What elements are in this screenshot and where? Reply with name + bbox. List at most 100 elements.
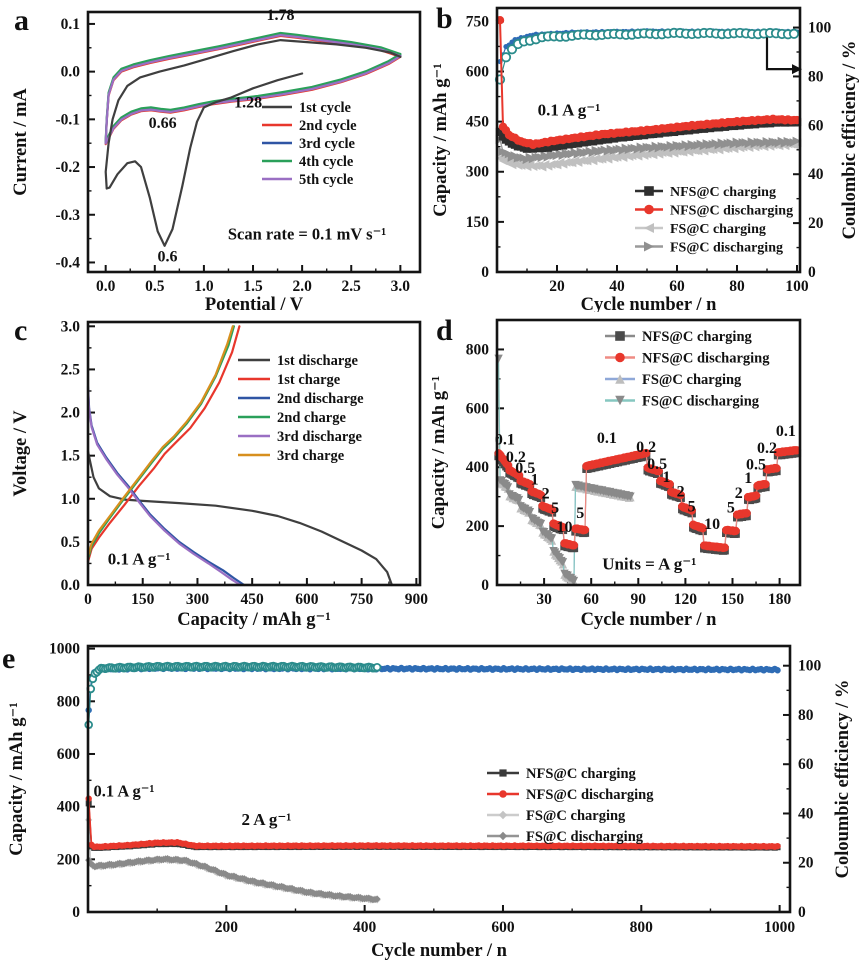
svg-text:120: 120 xyxy=(674,591,698,608)
charge-discharge-profile-chart: 0 150 300 450 600 750 900 0.0 0.5 1.0 1.5 2.0 2.5 3.0… xyxy=(11,318,429,630)
svg-text:600: 600 xyxy=(466,400,490,417)
svg-text:800: 800 xyxy=(466,341,490,358)
svg-text:750: 750 xyxy=(466,13,490,30)
svg-text:150: 150 xyxy=(131,591,155,608)
svg-text:FS@C charging: FS@C charging xyxy=(670,222,766,237)
svg-text:NFS@C charging: NFS@C charging xyxy=(642,329,753,345)
svg-text:400: 400 xyxy=(57,799,81,816)
svg-text:FS@C discharging: FS@C discharging xyxy=(670,241,783,256)
svg-text:3.0: 3.0 xyxy=(391,278,411,295)
svg-text:1.0: 1.0 xyxy=(61,491,81,508)
svg-text:2: 2 xyxy=(677,484,685,501)
panel-label-d: d xyxy=(436,314,453,347)
svg-text:5: 5 xyxy=(551,500,559,517)
svg-text:Coloumbic efficiency / %: Coloumbic efficiency / % xyxy=(833,680,853,879)
svg-text:-0.1: -0.1 xyxy=(55,111,80,128)
svg-text:3rd cycle: 3rd cycle xyxy=(299,136,356,152)
svg-text:40: 40 xyxy=(808,166,824,183)
svg-text:150: 150 xyxy=(466,214,490,231)
svg-text:1st charge: 1st charge xyxy=(277,372,341,388)
svg-text:300: 300 xyxy=(466,164,490,181)
svg-text:20: 20 xyxy=(798,855,814,872)
svg-text:1.28: 1.28 xyxy=(234,94,262,111)
svg-text:-0.3: -0.3 xyxy=(55,207,80,224)
svg-text:FS@C charging: FS@C charging xyxy=(526,808,626,824)
svg-text:60: 60 xyxy=(669,278,685,295)
svg-text:1000: 1000 xyxy=(49,641,80,658)
svg-text:Capacity / mAh g⁻¹: Capacity / mAh g⁻¹ xyxy=(7,702,27,856)
svg-text:2.5: 2.5 xyxy=(342,278,362,295)
svg-text:100: 100 xyxy=(798,658,822,675)
cv-curves-chart: 0.0 0.5 1.0 1.5 2.0 2.5 3.0 0.1 0.0 -0.1 -0.2 -0.3 -… xyxy=(11,7,422,312)
svg-text:NFS@C charging: NFS@C charging xyxy=(526,766,637,782)
svg-text:0.2: 0.2 xyxy=(757,440,777,457)
svg-text:0.5: 0.5 xyxy=(647,456,667,473)
svg-text:0.1: 0.1 xyxy=(597,430,617,447)
svg-text:Cycle number / n: Cycle number / n xyxy=(581,295,718,312)
svg-text:Cycle number / n: Cycle number / n xyxy=(581,610,718,630)
svg-text:450: 450 xyxy=(241,591,265,608)
svg-text:300: 300 xyxy=(186,591,210,608)
svg-text:80: 80 xyxy=(729,278,745,295)
svg-text:Cycle number / n: Cycle number / n xyxy=(371,941,508,961)
svg-text:FS@C charging: FS@C charging xyxy=(642,372,742,388)
svg-text:0.6: 0.6 xyxy=(158,249,178,266)
svg-text:0: 0 xyxy=(72,904,80,921)
svg-text:800: 800 xyxy=(57,693,81,710)
svg-text:-0.4: -0.4 xyxy=(55,254,80,271)
svg-text:2nd cycle: 2nd cycle xyxy=(299,118,357,134)
svg-text:600: 600 xyxy=(491,919,515,936)
svg-text:900: 900 xyxy=(405,591,429,608)
svg-text:NFS@C discharging: NFS@C discharging xyxy=(670,204,793,219)
svg-text:600: 600 xyxy=(57,746,81,763)
svg-text:1.5: 1.5 xyxy=(243,278,263,295)
svg-text:2.5: 2.5 xyxy=(61,361,81,378)
svg-text:5: 5 xyxy=(727,500,735,517)
panel-label-b: b xyxy=(436,2,453,35)
svg-text:3.0: 3.0 xyxy=(61,318,81,335)
svg-text:0.1 A g⁻¹: 0.1 A g⁻¹ xyxy=(538,101,601,120)
svg-text:600: 600 xyxy=(295,591,319,608)
svg-text:0.66: 0.66 xyxy=(149,115,177,132)
svg-text:1000: 1000 xyxy=(764,919,795,936)
svg-text:2nd discharge: 2nd discharge xyxy=(277,391,364,407)
svg-text:0.2: 0.2 xyxy=(506,449,526,466)
svg-text:60: 60 xyxy=(808,117,824,134)
svg-text:1: 1 xyxy=(744,470,752,487)
svg-text:Voltage / V: Voltage / V xyxy=(11,410,31,497)
svg-text:200: 200 xyxy=(57,851,81,868)
panel-label-c: c xyxy=(14,314,28,347)
svg-text:Units = A g⁻¹: Units = A g⁻¹ xyxy=(602,555,696,574)
svg-text:20: 20 xyxy=(549,278,565,295)
svg-text:0.0: 0.0 xyxy=(61,64,81,81)
svg-text:2: 2 xyxy=(735,485,743,502)
svg-text:1st cycle: 1st cycle xyxy=(299,100,351,116)
svg-text:1st discharge: 1st discharge xyxy=(277,353,359,369)
svg-text:2.0: 2.0 xyxy=(292,278,312,295)
svg-text:5: 5 xyxy=(688,498,696,515)
svg-text:0.0: 0.0 xyxy=(96,278,116,295)
svg-text:600: 600 xyxy=(466,63,490,80)
svg-text:FS@C discharging: FS@C discharging xyxy=(526,829,644,845)
svg-text:60: 60 xyxy=(583,591,599,608)
svg-text:2 A g⁻¹: 2 A g⁻¹ xyxy=(241,810,291,829)
svg-text:0.1 A g⁻¹: 0.1 A g⁻¹ xyxy=(108,549,171,568)
svg-text:400: 400 xyxy=(353,919,377,936)
svg-text:40: 40 xyxy=(609,278,625,295)
svg-text:80: 80 xyxy=(798,707,814,724)
svg-text:1: 1 xyxy=(531,471,539,488)
svg-text:0.1: 0.1 xyxy=(61,16,80,33)
svg-text:0.5: 0.5 xyxy=(145,278,165,295)
svg-text:-0.2: -0.2 xyxy=(55,159,80,176)
svg-text:80: 80 xyxy=(808,68,824,85)
svg-text:100: 100 xyxy=(785,278,809,295)
svg-text:Coulombic efficiency / %: Coulombic efficiency / % xyxy=(840,41,860,240)
rate-capability-chart: 30 60 90 120 150 180 0 200 400 600 800 Cycle number… xyxy=(432,318,802,630)
svg-text:450: 450 xyxy=(466,114,490,131)
svg-text:200: 200 xyxy=(215,919,239,936)
svg-text:NFS@C discharging: NFS@C discharging xyxy=(642,351,770,367)
svg-text:3rd charge: 3rd charge xyxy=(277,448,345,464)
svg-text:0.5: 0.5 xyxy=(515,460,535,477)
svg-text:400: 400 xyxy=(466,459,490,476)
svg-text:0: 0 xyxy=(798,904,806,921)
